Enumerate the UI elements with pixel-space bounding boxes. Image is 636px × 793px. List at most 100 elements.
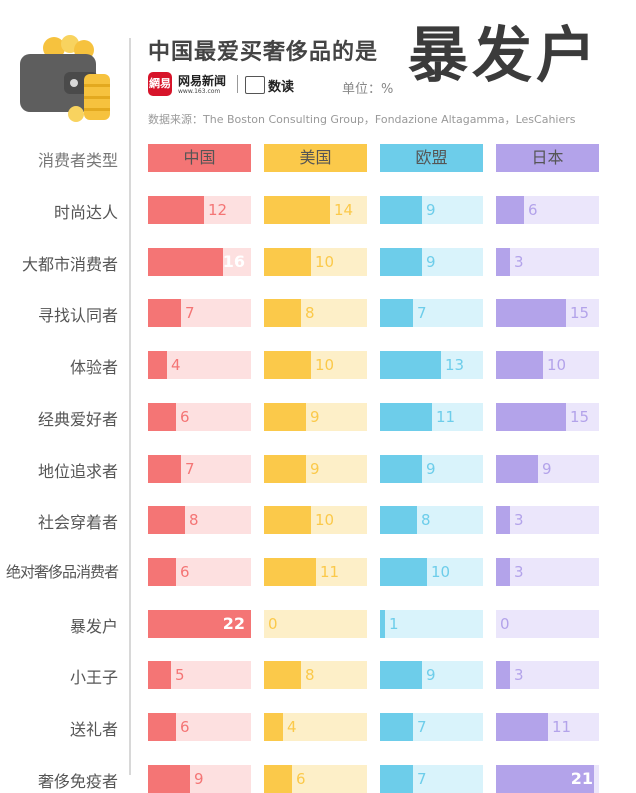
bar-track: 7 <box>380 299 483 328</box>
row-label: 小王子 <box>69 668 118 688</box>
value-label: 7 <box>185 304 195 323</box>
row-label: 经典爱好者 <box>37 409 118 429</box>
bar-track: 15 <box>496 299 599 328</box>
bar <box>496 247 510 276</box>
bar-track: 11 <box>264 557 367 586</box>
value-label: 4 <box>171 356 181 375</box>
bar <box>380 557 427 586</box>
bar-track: 7 <box>380 713 483 741</box>
bar-track: 4 <box>264 713 367 741</box>
value-label: 9 <box>426 252 436 271</box>
value-label: 7 <box>417 304 427 323</box>
bar <box>148 506 185 535</box>
bar-track: 11 <box>380 402 483 431</box>
row-label: 送礼者 <box>69 720 118 739</box>
bar <box>148 557 176 586</box>
divider-line <box>129 38 131 775</box>
bar <box>380 402 432 431</box>
wallet-icon <box>20 35 110 122</box>
bar <box>148 609 251 638</box>
bar <box>148 351 167 380</box>
value-label: 11 <box>320 562 340 581</box>
value-label: 9 <box>426 201 436 219</box>
row-label: 绝对奢侈品消费者 <box>5 562 119 581</box>
bar <box>264 402 306 431</box>
bar <box>264 247 311 276</box>
bar-track: 8 <box>380 506 483 535</box>
bar-track: 6 <box>148 402 251 431</box>
row-label: 社会穿着者 <box>37 513 118 533</box>
bar <box>264 454 306 483</box>
bar <box>380 506 417 535</box>
row-label: 奢侈免疫者 <box>37 771 118 791</box>
row-header: 消费者类型 <box>37 151 118 170</box>
value-label: 3 <box>514 252 524 271</box>
bar-track: 13 <box>380 351 483 380</box>
bar <box>148 764 190 793</box>
bar-track: 15 <box>496 402 599 431</box>
source-note: 数据来源：The Boston Consulting Group，Fondazi… <box>148 113 576 126</box>
value-label: 10 <box>315 511 335 530</box>
value-label: 10 <box>547 356 567 375</box>
bar-track: 3 <box>496 506 599 535</box>
bar <box>380 196 422 224</box>
netease-logo: 網易 <box>148 72 172 96</box>
value-label: 15 <box>570 304 590 323</box>
bar-track: 10 <box>380 557 483 586</box>
value-label: 9 <box>426 666 436 685</box>
value-label: 7 <box>417 718 427 736</box>
bar-track: 22 <box>148 609 251 638</box>
bar-track: 9 <box>380 196 483 224</box>
bar <box>496 196 524 224</box>
value-label: 3 <box>514 511 524 530</box>
bar <box>380 454 422 483</box>
unit-label: 单位：% <box>342 82 394 97</box>
row-label: 寻找认同者 <box>37 306 118 326</box>
row-label: 地位追求者 <box>37 461 118 481</box>
bar <box>496 454 538 483</box>
value-label: 4 <box>287 718 297 736</box>
bar-track: 9 <box>380 247 483 276</box>
bar <box>380 609 385 638</box>
value-label: 9 <box>310 459 320 478</box>
column-header: 日本 <box>496 144 599 172</box>
title-highlight: 暴发户 <box>408 21 600 91</box>
value-label: 21 <box>570 768 593 788</box>
bar-track: 9 <box>264 454 367 483</box>
bar <box>264 196 330 224</box>
bar-track: 12 <box>148 196 251 224</box>
bar-track: 10 <box>496 351 599 380</box>
bar-track: 0 <box>264 609 367 638</box>
bar-track: 9 <box>380 661 483 690</box>
value-label: 1 <box>389 614 399 633</box>
bar-track: 21 <box>496 764 599 793</box>
bar <box>264 713 283 741</box>
bar-track: 3 <box>496 247 599 276</box>
value-label: 10 <box>315 252 335 271</box>
value-label: 13 <box>445 356 465 375</box>
bar-track: 14 <box>264 196 367 224</box>
bar <box>496 402 566 431</box>
value-label: 7 <box>185 459 195 478</box>
value-label: 10 <box>431 562 451 581</box>
netease-url: www.163.com <box>178 88 221 95</box>
value-label: 12 <box>208 201 228 219</box>
bar-track: 9 <box>496 454 599 483</box>
bar <box>264 299 301 328</box>
bar-track: 6 <box>264 764 367 793</box>
value-label: 9 <box>426 459 436 478</box>
bar <box>496 661 510 690</box>
column-header: 美国 <box>264 144 367 172</box>
value-label: 6 <box>180 407 190 426</box>
logo-separator <box>237 75 238 93</box>
bar-track: 10 <box>264 506 367 535</box>
bar <box>380 661 422 690</box>
bar <box>496 351 543 380</box>
value-label: 9 <box>310 407 320 426</box>
value-label: 3 <box>514 666 524 685</box>
value-label: 0 <box>500 614 510 633</box>
bar <box>148 661 171 690</box>
value-label: 8 <box>305 666 315 685</box>
bar-track: 3 <box>496 661 599 690</box>
bar <box>148 454 181 483</box>
